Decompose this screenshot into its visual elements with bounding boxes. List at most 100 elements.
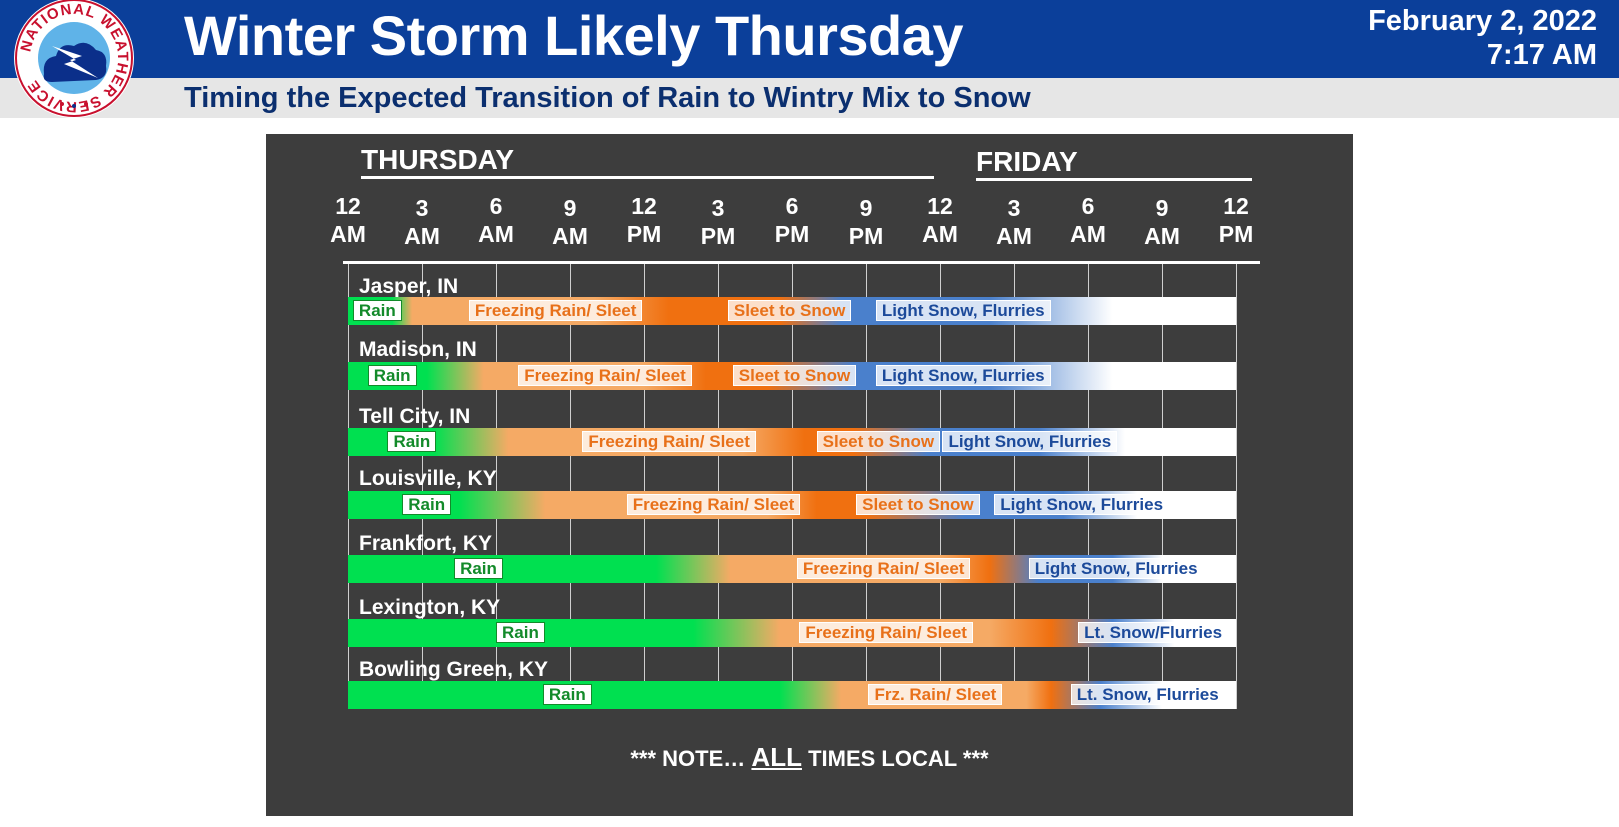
tick-hour: 3	[415, 195, 429, 221]
tick-label: 6 AM	[1053, 192, 1123, 248]
gridline	[1014, 264, 1015, 709]
precip-type-label: Lt. Snow, Flurries	[1070, 684, 1225, 705]
timeline-panel: THURSDAY FRIDAY 12 AM 3 AM 6 AM 9 AM 12 PM 3 PM 6 PM 9…	[266, 134, 1353, 816]
precip-type-label: Freezing Rain/ Sleet	[582, 431, 756, 452]
tick-label: 9 AM	[1127, 194, 1197, 250]
tick-label: 12 PM	[1201, 192, 1271, 248]
gridline	[1088, 264, 1089, 709]
city-name: Tell City, IN	[359, 405, 471, 428]
precip-type-label: Freezing Rain/ Sleet	[626, 494, 801, 515]
precip-timeline-bar: Rain Frz. Rain/ Sleet Lt. Snow, Flurries	[348, 681, 1236, 709]
tick-hour: 6	[1081, 193, 1095, 219]
precip-type-label: Sleet to Snow	[856, 494, 980, 515]
tick-label: 3 AM	[387, 194, 457, 250]
precip-type-label: Freezing Rain/ Sleet	[799, 622, 973, 643]
header-bar	[0, 0, 1619, 78]
tick-hour: 12	[631, 193, 657, 219]
tick-ampm: PM	[774, 221, 810, 247]
precip-type-label: Light Snow, Flurries	[875, 365, 1051, 386]
precip-timeline-bar: Rain Freezing Rain/ Sleet Light Snow, Flur…	[348, 555, 1236, 583]
tick-hour: 9	[859, 195, 873, 221]
precip-timeline-bar: Rain Freezing Rain/ Sleet Lt. Snow/Flurrie…	[348, 619, 1236, 647]
gridline	[1162, 264, 1163, 709]
city-name: Frankfort, KY	[359, 532, 493, 555]
precip-type-label: Rain	[454, 558, 503, 579]
tick-ampm: AM	[996, 223, 1032, 249]
day-underline-thursday	[361, 176, 934, 179]
tick-hour: 3	[711, 195, 725, 221]
subtitle-bar	[0, 78, 1619, 118]
tick-ampm: AM	[404, 223, 440, 249]
tick-hour: 12	[1223, 193, 1249, 219]
precip-timeline-bar: Rain Freezing Rain/ Sleet Sleet to Snow Lig…	[348, 362, 1236, 390]
tick-label: 6 AM	[461, 192, 531, 248]
precip-type-label: Rain	[352, 300, 402, 321]
tick-label: 12 AM	[905, 192, 975, 248]
nws-logo-icon: NATIONAL WEATHER SERVICE	[14, 0, 134, 118]
tick-label: 6 PM	[757, 192, 827, 248]
precip-type-label: Rain	[542, 684, 592, 705]
tick-hour: 6	[785, 193, 799, 219]
tick-hour: 9	[1155, 195, 1169, 221]
tick-hour: 12	[335, 193, 361, 219]
note-suffix: TIMES LOCAL ***	[808, 746, 989, 771]
precip-type-label: Sleet to Snow	[816, 431, 941, 452]
city-name: Louisville, KY	[359, 467, 497, 490]
day-label-friday: FRIDAY	[976, 146, 1078, 177]
tick-ampm: AM	[922, 221, 958, 247]
times-local-note: *** NOTE… ALL TIMES LOCAL ***	[266, 742, 1353, 774]
gridline	[644, 264, 645, 709]
gridline	[496, 264, 497, 709]
tick-label: 12 AM	[313, 192, 383, 248]
tick-ampm: AM	[1070, 221, 1106, 247]
city-name: Bowling Green, KY	[359, 658, 549, 681]
tick-ampm: AM	[330, 221, 366, 247]
gridline	[866, 264, 867, 709]
gridline	[1236, 264, 1237, 709]
page-title: Winter Storm Likely Thursday	[184, 4, 964, 67]
precip-type-label: Rain	[496, 622, 545, 643]
tick-hour: 6	[489, 193, 503, 219]
page-subtitle: Timing the Expected Transition of Rain t…	[184, 82, 1031, 114]
day-underline-friday	[976, 178, 1252, 181]
tick-ampm: PM	[626, 221, 662, 247]
gridline	[422, 264, 423, 709]
tick-label: 9 PM	[831, 194, 901, 250]
day-label-thursday: THURSDAY	[361, 144, 514, 175]
precip-timeline-bar: Rain Freezing Rain/ Sleet Sleet to Snow Lig…	[348, 491, 1236, 519]
tick-label: 12 PM	[609, 192, 679, 248]
tick-ampm: AM	[478, 221, 514, 247]
tick-ampm: PM	[848, 223, 884, 249]
tick-label: 9 AM	[535, 194, 605, 250]
precip-type-label: Light Snow, Flurries	[1028, 558, 1204, 579]
issue-date: February 2, 2022	[1368, 5, 1597, 37]
city-name: Jasper, IN	[359, 275, 459, 298]
city-name: Lexington, KY	[359, 596, 501, 619]
tick-hour: 9	[563, 195, 577, 221]
precip-type-label: Freezing Rain/ Sleet	[518, 365, 692, 386]
tick-ampm: AM	[1144, 223, 1180, 249]
precip-timeline-bar: Rain Freezing Rain/ Sleet Sleet to Snow Lig…	[348, 428, 1236, 456]
gridline	[348, 264, 349, 709]
gridline	[570, 264, 571, 709]
issue-datetime: February 2, 2022 7:17 AM	[1368, 4, 1597, 72]
precip-timeline-bar: Rain Freezing Rain/ Sleet Sleet to Snow Lig…	[348, 297, 1236, 325]
precip-type-label: Rain	[387, 431, 437, 452]
note-all: ALL	[751, 742, 802, 772]
precip-type-label: Light Snow, Flurries	[942, 431, 1118, 452]
precip-type-label: Frz. Rain/ Sleet	[868, 684, 1003, 705]
tick-label: 3 PM	[683, 194, 753, 250]
precip-type-label: Freezing Rain/ Sleet	[796, 558, 971, 579]
tick-ampm: PM	[1218, 221, 1254, 247]
precip-type-label: Rain	[402, 494, 452, 515]
tick-ampm: AM	[552, 223, 588, 249]
precip-type-label: Light Snow, Flurries	[875, 300, 1051, 321]
city-name: Madison, IN	[359, 338, 477, 361]
tick-hour: 12	[927, 193, 953, 219]
tick-label: 3 AM	[979, 194, 1049, 250]
tick-hour: 3	[1007, 195, 1021, 221]
time-axis-line	[343, 261, 1260, 264]
note-prefix: *** NOTE…	[630, 746, 746, 771]
precip-type-label: Sleet to Snow	[732, 365, 857, 386]
precip-type-label: Lt. Snow/Flurries	[1078, 622, 1229, 643]
